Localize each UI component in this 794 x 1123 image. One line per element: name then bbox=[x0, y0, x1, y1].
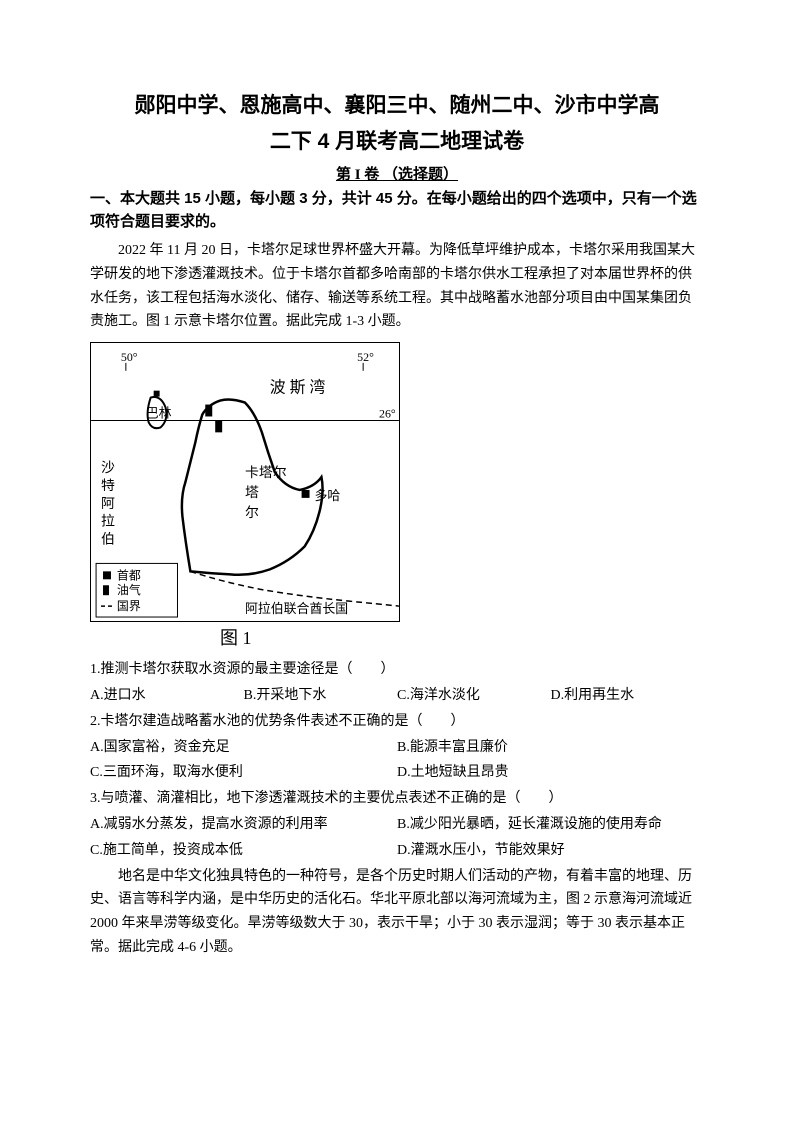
q1-d: D.利用再生水 bbox=[551, 684, 705, 708]
saudi-1: 沙 bbox=[101, 461, 115, 476]
passage-1: 2022 年 11 月 20 日，卡塔尔足球世界杯盛大开幕。为降低草坪维护成本，… bbox=[90, 239, 704, 334]
q1-c: C.海洋水淡化 bbox=[397, 684, 551, 708]
lon-left: 50° bbox=[121, 350, 138, 364]
doha-label: 多哈 bbox=[315, 489, 341, 503]
qatar-label: 卡塔尔 bbox=[245, 465, 287, 481]
lat-label: 26° bbox=[379, 407, 396, 421]
q3-d: D.灌溉水压小，节能效果好 bbox=[397, 839, 704, 863]
map-figure: 50° 52° 26° 波 斯 湾 巴林 卡塔尔 塔 尔 多哈 沙 特 阿 拉 … bbox=[90, 342, 704, 650]
q1-a: A.进口水 bbox=[90, 684, 244, 708]
legend-border: 国界 bbox=[117, 599, 141, 613]
q2-options-row1: A.国家富裕，资金充足 B.能源丰富且廉价 bbox=[90, 736, 704, 760]
q2-d: D.土地短缺且昂贵 bbox=[397, 761, 704, 785]
q2-a: A.国家富裕，资金充足 bbox=[90, 736, 397, 760]
saudi-3: 阿 bbox=[101, 496, 115, 512]
title-line1: 郧阳中学、恩施高中、襄阳三中、随州二中、沙市中学高 bbox=[90, 90, 704, 122]
qatar-label2: 塔 bbox=[245, 485, 259, 501]
q2-options-row2: C.三面环海，取海水便利 D.土地短缺且昂贵 bbox=[90, 761, 704, 785]
legend-capital: 首都 bbox=[117, 568, 141, 582]
q3-options-row1: A.减弱水分蒸发，提高水资源的利用率 B.减少阳光暴晒，延长灌溉设施的使用寿命 bbox=[90, 813, 704, 837]
section-header: 第 I 卷 （选择题） bbox=[90, 163, 704, 184]
persian-gulf-label: 波 斯 湾 bbox=[270, 379, 326, 397]
title-line2: 二下 4 月联考高二地理试卷 bbox=[90, 126, 704, 158]
q2-b: B.能源丰富且廉价 bbox=[397, 736, 704, 760]
saudi-2: 特 bbox=[101, 478, 115, 494]
qatar-label3: 尔 bbox=[245, 505, 259, 521]
instruction: 一、本大题共 15 小题，每小题 3 分，共计 45 分。在每小题给出的四个选项… bbox=[90, 188, 704, 233]
saudi-4: 拉 bbox=[101, 514, 115, 530]
map-caption: 图 1 bbox=[220, 624, 704, 650]
q1-stem: 1.推测卡塔尔获取水资源的最主要途径是（ ） bbox=[90, 658, 704, 682]
map-svg: 50° 52° 26° 波 斯 湾 巴林 卡塔尔 塔 尔 多哈 沙 特 阿 拉 … bbox=[91, 343, 399, 621]
passage-2: 地名是中华文化独具特色的一种符号，是各个历史时期人们活动的产物，有着丰富的地理、… bbox=[90, 865, 704, 960]
q3-b: B.减少阳光暴晒，延长灌溉设施的使用寿命 bbox=[397, 813, 704, 837]
q3-c: C.施工简单，投资成本低 bbox=[90, 839, 397, 863]
bahrain-label: 巴林 bbox=[146, 407, 172, 421]
q3-stem: 3.与喷灌、滴灌相比，地下渗透灌溉技术的主要优点表述不正确的是（ ） bbox=[90, 787, 704, 811]
map-image: 50° 52° 26° 波 斯 湾 巴林 卡塔尔 塔 尔 多哈 沙 特 阿 拉 … bbox=[90, 342, 400, 622]
legend-oilgas: 油气 bbox=[117, 583, 141, 597]
lon-right: 52° bbox=[357, 350, 374, 364]
q2-stem: 2.卡塔尔建造战略蓄水池的优势条件表述不正确的是（ ） bbox=[90, 710, 704, 734]
q1-b: B.开采地下水 bbox=[244, 684, 398, 708]
q3-options-row2: C.施工简单，投资成本低 D.灌溉水压小，节能效果好 bbox=[90, 839, 704, 863]
q1-options: A.进口水 B.开采地下水 C.海洋水淡化 D.利用再生水 bbox=[90, 684, 704, 708]
saudi-5: 伯 bbox=[101, 532, 115, 548]
q3-a: A.减弱水分蒸发，提高水资源的利用率 bbox=[90, 813, 397, 837]
uae-label: 阿拉伯联合酋长国 bbox=[245, 601, 348, 616]
q2-c: C.三面环海，取海水便利 bbox=[90, 761, 397, 785]
